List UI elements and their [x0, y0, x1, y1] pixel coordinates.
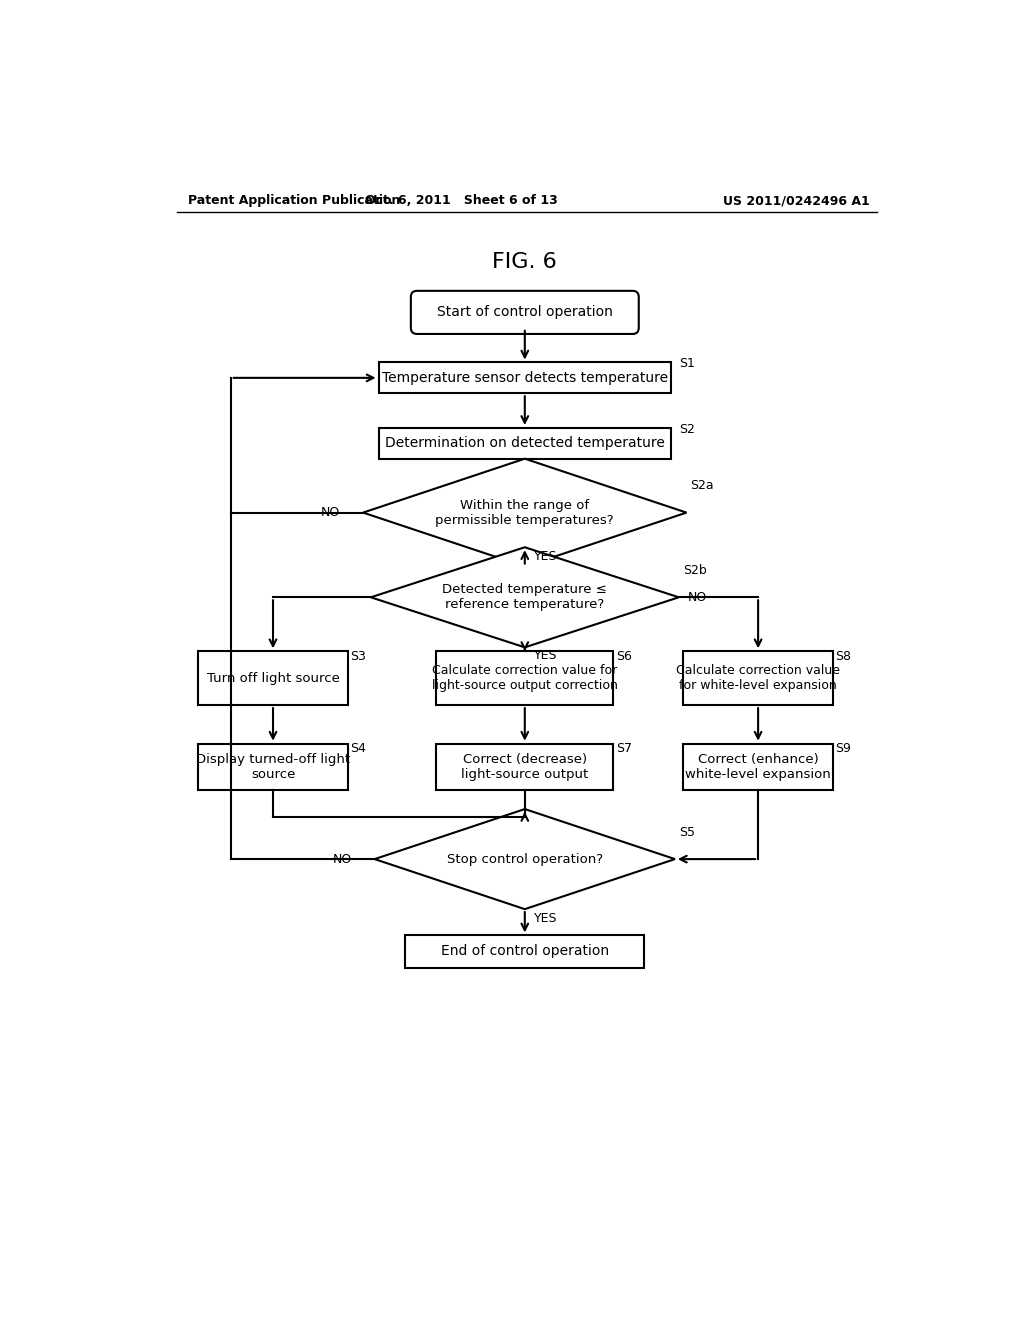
Text: Detected temperature ≤
reference temperature?: Detected temperature ≤ reference tempera… [442, 583, 607, 611]
Polygon shape [371, 548, 679, 647]
Bar [379, 428, 671, 459]
Text: NO: NO [321, 506, 340, 519]
Bar [683, 651, 834, 705]
Text: S2a: S2a [690, 479, 714, 492]
Text: Calculate correction value
for white-level expansion: Calculate correction value for white-lev… [676, 664, 840, 692]
Polygon shape [364, 459, 686, 566]
Text: Turn off light source: Turn off light source [207, 672, 339, 685]
Text: Oct. 6, 2011   Sheet 6 of 13: Oct. 6, 2011 Sheet 6 of 13 [366, 194, 558, 207]
Text: S2: S2 [679, 422, 694, 436]
Text: Stop control operation?: Stop control operation? [446, 853, 603, 866]
Bar [406, 936, 644, 968]
Bar [198, 651, 348, 705]
Text: FIG. 6: FIG. 6 [493, 252, 557, 272]
Text: Display turned-off light
source: Display turned-off light source [196, 752, 350, 780]
FancyBboxPatch shape [411, 290, 639, 334]
Text: Calculate correction value for
light-source output correction: Calculate correction value for light-sou… [432, 664, 617, 692]
Text: S6: S6 [615, 649, 632, 663]
Text: YES: YES [535, 648, 557, 661]
Bar [683, 743, 834, 789]
Bar [379, 363, 671, 393]
Text: S1: S1 [679, 358, 694, 371]
Text: Correct (enhance)
white-level expansion: Correct (enhance) white-level expansion [685, 752, 831, 780]
Text: Start of control operation: Start of control operation [437, 305, 612, 319]
Text: Determination on detected temperature: Determination on detected temperature [385, 437, 665, 450]
Text: YES: YES [535, 912, 557, 925]
Text: S7: S7 [615, 742, 632, 755]
Text: S5: S5 [679, 825, 695, 838]
Text: NO: NO [333, 853, 351, 866]
Bar [436, 651, 613, 705]
Bar [198, 743, 348, 789]
Text: S8: S8 [836, 649, 851, 663]
Text: S4: S4 [350, 742, 366, 755]
Text: S9: S9 [836, 742, 851, 755]
Text: NO: NO [688, 591, 708, 603]
Text: S2b: S2b [683, 564, 707, 577]
Text: YES: YES [535, 550, 557, 564]
Text: S3: S3 [350, 649, 366, 663]
Text: Within the range of
permissible temperatures?: Within the range of permissible temperat… [435, 499, 614, 527]
Polygon shape [375, 809, 675, 909]
Text: Patent Application Publication: Patent Application Publication [188, 194, 400, 207]
Text: US 2011/0242496 A1: US 2011/0242496 A1 [723, 194, 869, 207]
Text: Temperature sensor detects temperature: Temperature sensor detects temperature [382, 371, 668, 385]
Text: Correct (decrease)
light-source output: Correct (decrease) light-source output [461, 752, 589, 780]
Text: End of control operation: End of control operation [440, 945, 609, 958]
Bar [436, 743, 613, 789]
